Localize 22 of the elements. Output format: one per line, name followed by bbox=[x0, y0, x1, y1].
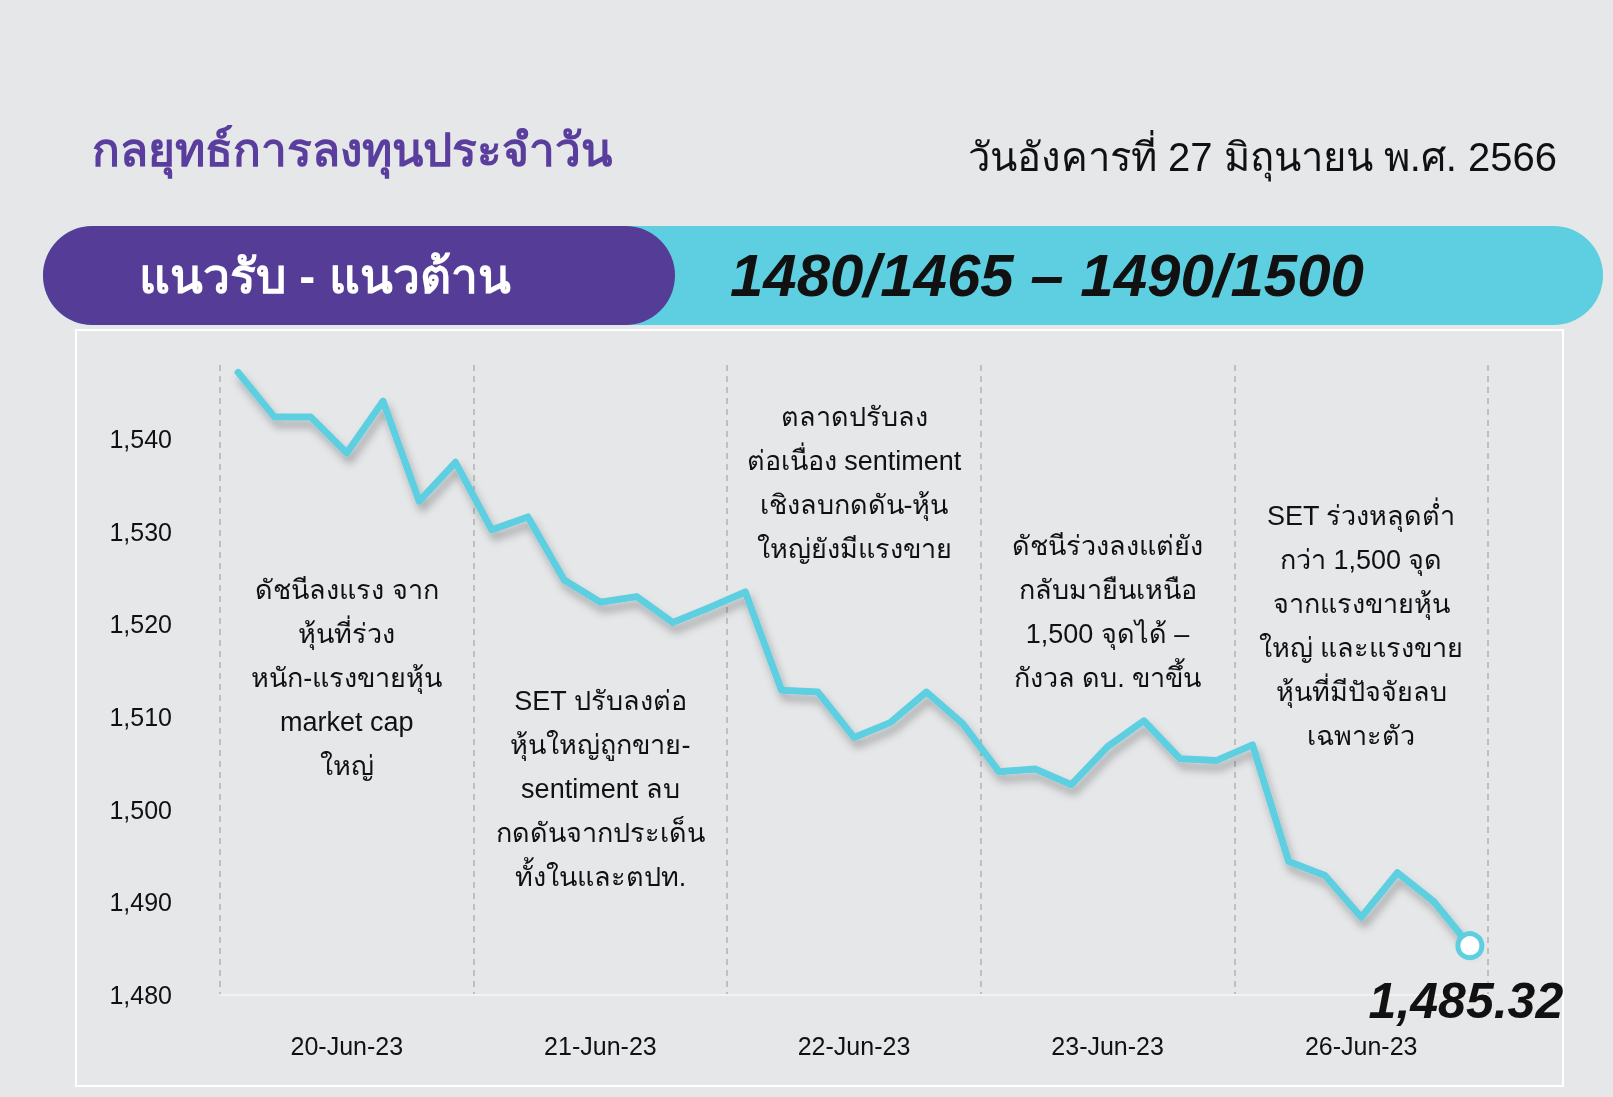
data-label: 1,485.32 bbox=[1368, 973, 1564, 1030]
y-tick-label: 1,490 bbox=[109, 888, 172, 917]
y-tick-label: 1,480 bbox=[109, 981, 172, 1009]
y-tick-label: 1,540 bbox=[109, 425, 172, 454]
text: 1480/1465 – 1490/1500 bbox=[730, 241, 1364, 311]
annotation: SET ร่วงหลุดต่ำ กว่า 1,500 จุด จากแรงขายหุ้น ใหญ่ และแรงขาย หุ้นที่มีปัจจัยลบ เฉพาะตัว bbox=[1258, 497, 1464, 751]
x-tick-label: 21-Jun-23 bbox=[544, 1031, 657, 1060]
x-tick-label: 20-Jun-23 bbox=[290, 1031, 404, 1060]
annotation: ดัชนีร่วงลงแต่ยัง กลับมายืนเหนือ 1,500 จุดได้ – กังวล ดบ. ขาขึ้น bbox=[1012, 531, 1204, 693]
x-tick-label: 23-Jun-23 bbox=[1051, 1031, 1164, 1060]
chart-subtitle: วันอังคารที่ 27 มิถุนายน พ.ศ. 2566 bbox=[967, 130, 1557, 182]
y-tick-label: 1,530 bbox=[109, 517, 172, 546]
y-tick-label: 1,500 bbox=[109, 795, 172, 824]
annotation: ตลาดปรับลง ต่อเนื่อง sentiment เชิงลบกดดัน-หุ้น ใหญ่ยังมีแรงขาย bbox=[746, 402, 962, 564]
text: แนวรับ - แนวต้าน bbox=[139, 248, 511, 305]
x-tick-label: 26-Jun-23 bbox=[1304, 1031, 1418, 1060]
y-tick-label: 1,510 bbox=[109, 703, 172, 732]
y-tick-label: 1,520 bbox=[109, 610, 172, 639]
x-tick-label: 22-Jun-23 bbox=[797, 1031, 911, 1060]
annotation: SET ปรับลงต่อ หุ้นใหญ่ถูกขาย- sentiment ลบ กดดันจากประเด็น ทั้งในและตปท. bbox=[495, 686, 705, 892]
chart-title: กลยุทธ์การลงทุนประจำวัน bbox=[92, 124, 613, 179]
annotation: ดัชนีลงแรง จาก หุ้นที่ร่วง หนัก-แรงขายหุ้น market cap ใหญ่ bbox=[251, 575, 443, 781]
